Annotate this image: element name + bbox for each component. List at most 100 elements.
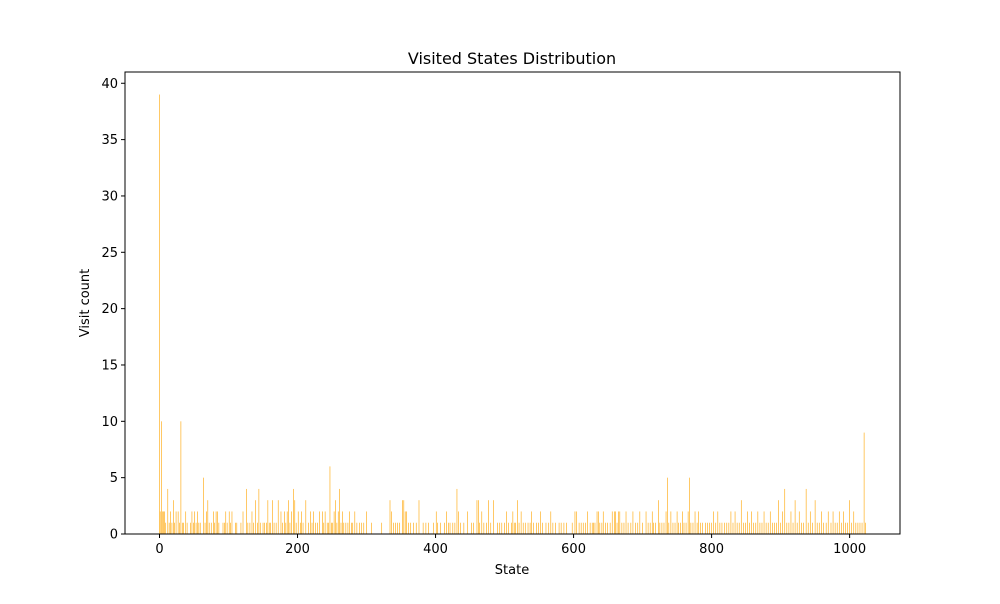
bar (305, 500, 307, 534)
bar (333, 511, 335, 534)
bar (347, 522, 349, 534)
bar (788, 522, 790, 534)
bar (323, 522, 325, 534)
bar (389, 500, 391, 534)
chart-title: Visited States Distribution (408, 49, 616, 68)
bar (719, 522, 721, 534)
bar (452, 522, 454, 534)
bar (601, 522, 603, 534)
bar (761, 522, 763, 534)
bar (208, 522, 210, 534)
bar (674, 522, 676, 534)
bar (198, 522, 200, 534)
bar (685, 522, 687, 534)
bar (266, 522, 267, 534)
bar (734, 511, 736, 534)
y-tick-label: 5 (110, 471, 118, 486)
bar (335, 500, 336, 534)
bar (408, 522, 409, 534)
bar (611, 511, 613, 534)
bar (340, 522, 342, 534)
bar (700, 522, 701, 534)
bar (286, 511, 288, 534)
bar (326, 522, 328, 534)
bar (642, 522, 643, 534)
bar (284, 511, 285, 534)
bar (763, 511, 765, 534)
bar (803, 522, 804, 534)
y-tick-label: 10 (101, 415, 118, 430)
bar (621, 522, 623, 534)
bar (680, 522, 681, 534)
bar (721, 522, 723, 534)
bar (821, 511, 822, 534)
bar (639, 511, 641, 534)
bar (668, 522, 670, 534)
bar (632, 511, 634, 534)
bar (786, 522, 788, 534)
bar (193, 522, 194, 534)
bar (467, 511, 468, 534)
bar (329, 466, 331, 534)
bar (663, 522, 665, 534)
bar (448, 522, 449, 534)
bar (203, 477, 204, 534)
bar (361, 522, 363, 534)
bar (393, 522, 394, 534)
bar (757, 511, 759, 534)
bar (778, 500, 779, 534)
bar (403, 500, 405, 534)
bar (217, 511, 218, 534)
bar (319, 511, 320, 534)
bar (228, 511, 230, 534)
bar (724, 522, 726, 534)
bar (732, 522, 734, 534)
bar (481, 511, 483, 534)
bar (301, 511, 302, 534)
bar (619, 511, 621, 534)
bar (736, 522, 738, 534)
bar (649, 522, 651, 534)
bar (255, 500, 256, 534)
bar (659, 522, 661, 534)
bar (607, 522, 608, 534)
bar (560, 522, 562, 534)
bar (356, 522, 358, 534)
bar (717, 511, 719, 534)
bar (726, 522, 728, 534)
y-axis-label: Visit count (78, 269, 93, 338)
bar (814, 500, 816, 534)
bar (518, 522, 520, 534)
bar (446, 511, 447, 534)
bar (843, 511, 844, 534)
bar (599, 522, 601, 534)
bar (661, 522, 663, 534)
bar (454, 522, 456, 534)
bar (177, 511, 179, 534)
bar (751, 511, 752, 534)
bar (689, 477, 690, 534)
bar (348, 511, 350, 534)
bar (410, 522, 412, 534)
bar (825, 522, 827, 534)
bar (851, 522, 852, 534)
bar (517, 500, 518, 534)
y-tick-label: 40 (101, 77, 118, 92)
bar (538, 522, 539, 534)
bar (191, 511, 193, 534)
bar (613, 511, 615, 534)
bar (594, 522, 596, 534)
bar (435, 511, 437, 534)
bar (807, 522, 809, 534)
bar (324, 511, 326, 534)
bar (391, 511, 392, 534)
bar (456, 488, 458, 534)
bar (545, 522, 547, 534)
bar (713, 511, 714, 534)
bar (395, 522, 396, 534)
bar (440, 522, 441, 534)
bar (796, 522, 798, 534)
bar (672, 522, 674, 534)
y-tick-label: 35 (101, 133, 118, 148)
bar (476, 500, 478, 534)
